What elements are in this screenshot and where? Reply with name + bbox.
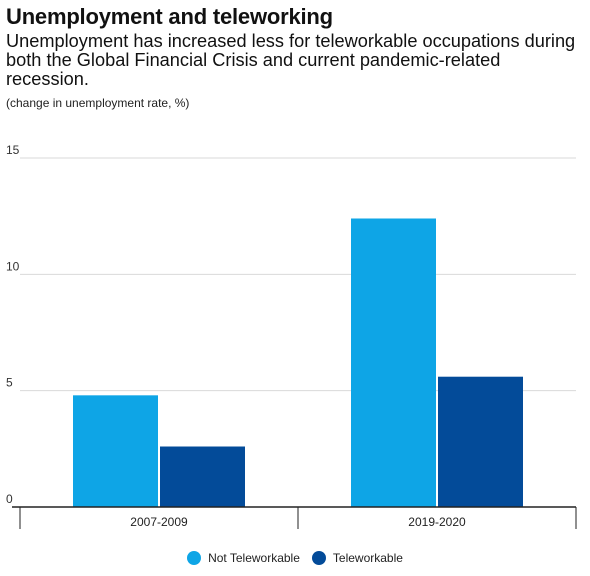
bar-teleworkable-2019-2020 (438, 376, 523, 507)
x-tick-label: 2007-2009 (130, 515, 188, 529)
legend-swatch-not-teleworkable (187, 551, 202, 565)
legend-item-teleworkable: Teleworkable (311, 551, 403, 565)
chart-subtitle: Unemployment has increased less for tele… (6, 31, 576, 89)
x-axis: 2007-2009 2019-2020 (12, 506, 577, 529)
legend-label-not-teleworkable: Not Teleworkable (208, 551, 300, 565)
legend: Not Teleworkable Teleworkable (0, 551, 590, 565)
y-tick-label: 5 (6, 376, 13, 390)
bars (73, 218, 523, 507)
gridlines: 0 5 10 15 (6, 143, 576, 506)
bar-not-teleworkable-2019-2020 (351, 218, 436, 507)
legend-label-teleworkable: Teleworkable (332, 551, 403, 565)
y-tick-label: 10 (6, 259, 20, 273)
legend-swatch-teleworkable (311, 551, 326, 565)
y-tick-label: 0 (6, 492, 13, 506)
bar-teleworkable-2007-2009 (160, 446, 245, 507)
x-tick-label: 2019-2020 (408, 515, 466, 529)
unit-note: (change in unemployment rate, %) (6, 96, 190, 110)
legend-item-not-teleworkable: Not Teleworkable (187, 551, 300, 565)
bar-not-teleworkable-2007-2009 (73, 395, 158, 507)
y-tick-label: 15 (6, 143, 20, 157)
chart-title: Unemployment and teleworking (6, 4, 333, 29)
bar-chart: 0 5 10 15 2007-2009 2019-2020 (6, 143, 577, 529)
